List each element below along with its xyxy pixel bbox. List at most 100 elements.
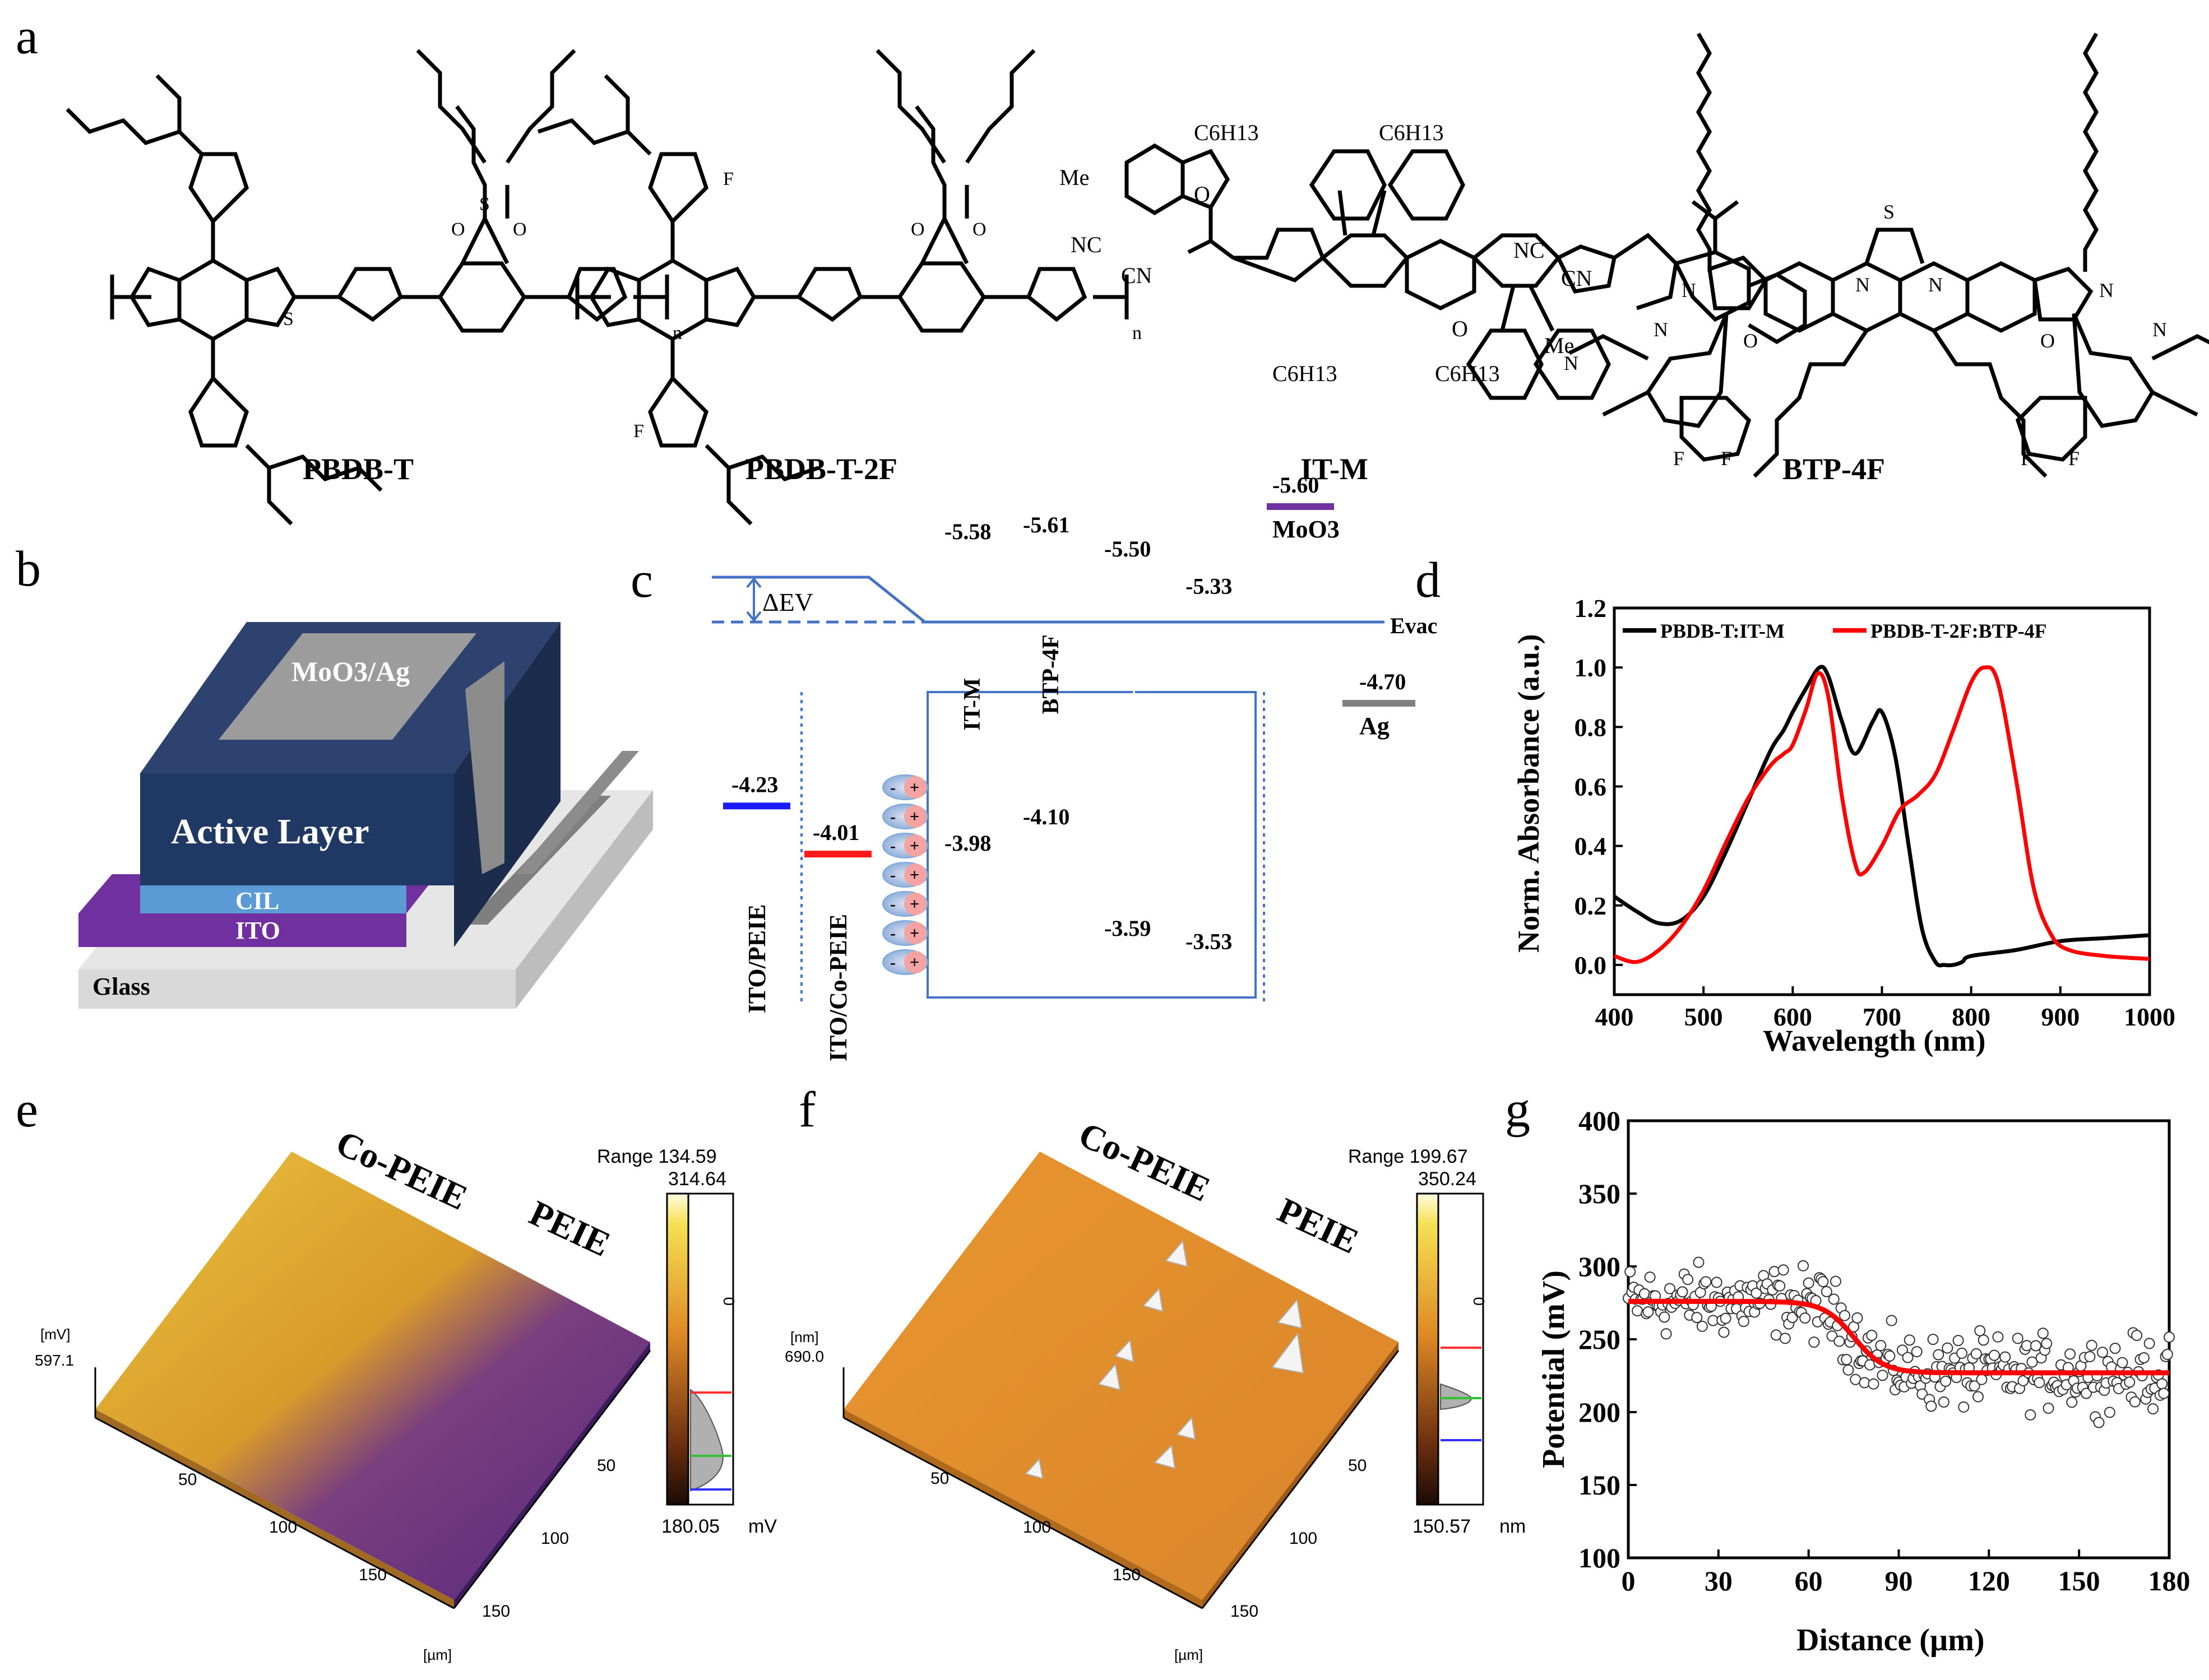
topo-x-unit: [µm] (1174, 1646, 1203, 1663)
potential-point (1940, 1375, 1952, 1387)
active-front (140, 773, 454, 885)
kpfm-z-value: 597.1 (35, 1352, 74, 1369)
potential-point (1799, 1312, 1811, 1324)
potential-point (1696, 1320, 1708, 1332)
potential-point (2109, 1343, 2121, 1354)
potential-point (1952, 1335, 1964, 1347)
absorbance-ylabel: Norm. Absorbance (a.u.) (1512, 634, 1545, 953)
kpfm-y-tick-150: 150 (482, 1602, 510, 1621)
cil-layer (140, 885, 406, 913)
potential-point (1927, 1334, 1939, 1345)
topo-spike (1271, 1332, 1304, 1374)
active-layer-label: Active Layer (171, 811, 369, 851)
potential-point (1677, 1286, 1688, 1298)
dipole-plus: + (910, 807, 919, 826)
it-m-nc2: NC (1513, 238, 1545, 263)
y-tick-label: 200 (1578, 1396, 1620, 1428)
x-tick-label: 1000 (2124, 1003, 2175, 1031)
absorbance-series (1613, 665, 2150, 968)
potential-point (1877, 1370, 1888, 1381)
ito-front (78, 913, 406, 947)
absorbance-series-line (1613, 665, 2150, 968)
pbdb-t-structure (66, 49, 669, 526)
kpfm-z-unit: [mV] (40, 1326, 70, 1343)
potential-point (1660, 1328, 1672, 1340)
delta-ev-arrowheads (746, 577, 762, 623)
x-tick-label: 60 (1795, 1565, 1823, 1597)
moo3-ag-label: MoO3/Ag (291, 656, 410, 687)
pbdb-t-2f-o2: O (972, 219, 987, 240)
x-tick-label: 0 (1622, 1565, 1636, 1597)
dipole-minus: - (890, 837, 896, 855)
it-m-me1: Me (1059, 165, 1089, 190)
dipole-positive (904, 864, 927, 886)
potential-point (2096, 1347, 2108, 1358)
potential-point (1911, 1346, 1923, 1358)
potential-point (2064, 1348, 2076, 1360)
y-tick-label: 0.6 (1574, 772, 1607, 801)
potential-point (2026, 1356, 2038, 1368)
potential-point (2081, 1387, 2092, 1399)
electrode-level-value: -4.01 (813, 820, 859, 845)
material-homo: -5.58 (944, 519, 991, 544)
electrode-level-value: -4.23 (731, 772, 778, 797)
potential-point (1779, 1333, 1791, 1344)
moo3-ag-leg (465, 661, 504, 874)
btp-4f-f1: F (1673, 447, 1684, 470)
panel-f: f [nm] 690.0 50 100 150 50 100 150 [µm] … (785, 1082, 1526, 1663)
kpfm-x-tick-150: 150 (359, 1566, 387, 1584)
potential-point (1884, 1350, 1896, 1362)
panel-d: d 400 500 600 700 800 900 1000 0.0 0.2 0.4 0.6 0.8 1… (1415, 553, 2175, 1057)
it-m-cn1: CN (1121, 263, 1152, 288)
dipole-positive (904, 805, 927, 828)
topo-spike (1025, 1458, 1044, 1479)
topo-y-tick-50: 50 (1348, 1456, 1367, 1475)
potential-point (2086, 1339, 2097, 1351)
potential-point (1925, 1400, 1937, 1412)
dipole-plus: + (910, 895, 919, 913)
potential-point (1868, 1378, 1879, 1390)
potential-fit-line (1628, 1298, 2169, 1376)
panel-g-label: g (1505, 1082, 1530, 1138)
topo-y-tick-150: 150 (1230, 1602, 1258, 1621)
potential-point (1659, 1311, 1670, 1323)
potential-xlabel: Distance (µm) (1796, 1623, 1985, 1658)
potential-point (2025, 1409, 2036, 1421)
btp-4f-name: BTP-4F (1782, 452, 1885, 486)
panel-f-label: f (799, 1082, 816, 1138)
kpfm-surface-side (454, 1342, 650, 1608)
btp-4f-atoms: S N N N N N N O O N N F F F F (1564, 201, 2167, 470)
potential-point (1750, 1287, 1762, 1299)
y-tick-label: 0.4 (1574, 832, 1607, 861)
y-tick-label: 0.2 (1574, 892, 1607, 920)
dipole-positive (904, 922, 927, 944)
dipole-column: - +- +- +- +- +- +- + (882, 774, 928, 975)
potential-point (1866, 1330, 1878, 1342)
potential-ticks: 0 30 60 90 120 150 180 100 150 200 250 300 350 400 (1578, 1105, 2191, 1597)
pbdb-t-2f-f2: F (633, 421, 644, 442)
btp-4f-n6: N (2152, 318, 2167, 341)
btp-4f-o1: O (1743, 329, 1758, 352)
legend-label-black: PBDB-T:IT-M (1660, 620, 1785, 642)
pbdb-t-name: PBDB-T (303, 452, 414, 486)
potential-point (1833, 1335, 1845, 1347)
dipole-plus: + (910, 953, 919, 972)
potential-point (1642, 1306, 1654, 1318)
btp-4f-n5: N (1654, 318, 1668, 341)
anode-level-value: -5.60 (1272, 472, 1319, 498)
x-tick-label: 600 (1773, 1003, 1812, 1031)
btp-4f-n4: N (2099, 279, 2114, 301)
topo-scale-min: 150.57 (1413, 1516, 1471, 1537)
topo-spike (1277, 1298, 1303, 1329)
kpfm-zero: 0 (720, 1297, 738, 1306)
it-m-o2: O (1452, 316, 1468, 341)
potential-point (1851, 1312, 1863, 1324)
x-tick-label: 700 (1863, 1003, 1901, 1031)
potential-point (1839, 1310, 1850, 1321)
dipole-minus: - (890, 895, 896, 913)
y-tick-label: 350 (1578, 1178, 1620, 1209)
kpfm-range: Range 134.59 (597, 1146, 717, 1167)
y-tick-label: 250 (1578, 1324, 1620, 1355)
kpfm-surface-front (95, 1409, 454, 1608)
